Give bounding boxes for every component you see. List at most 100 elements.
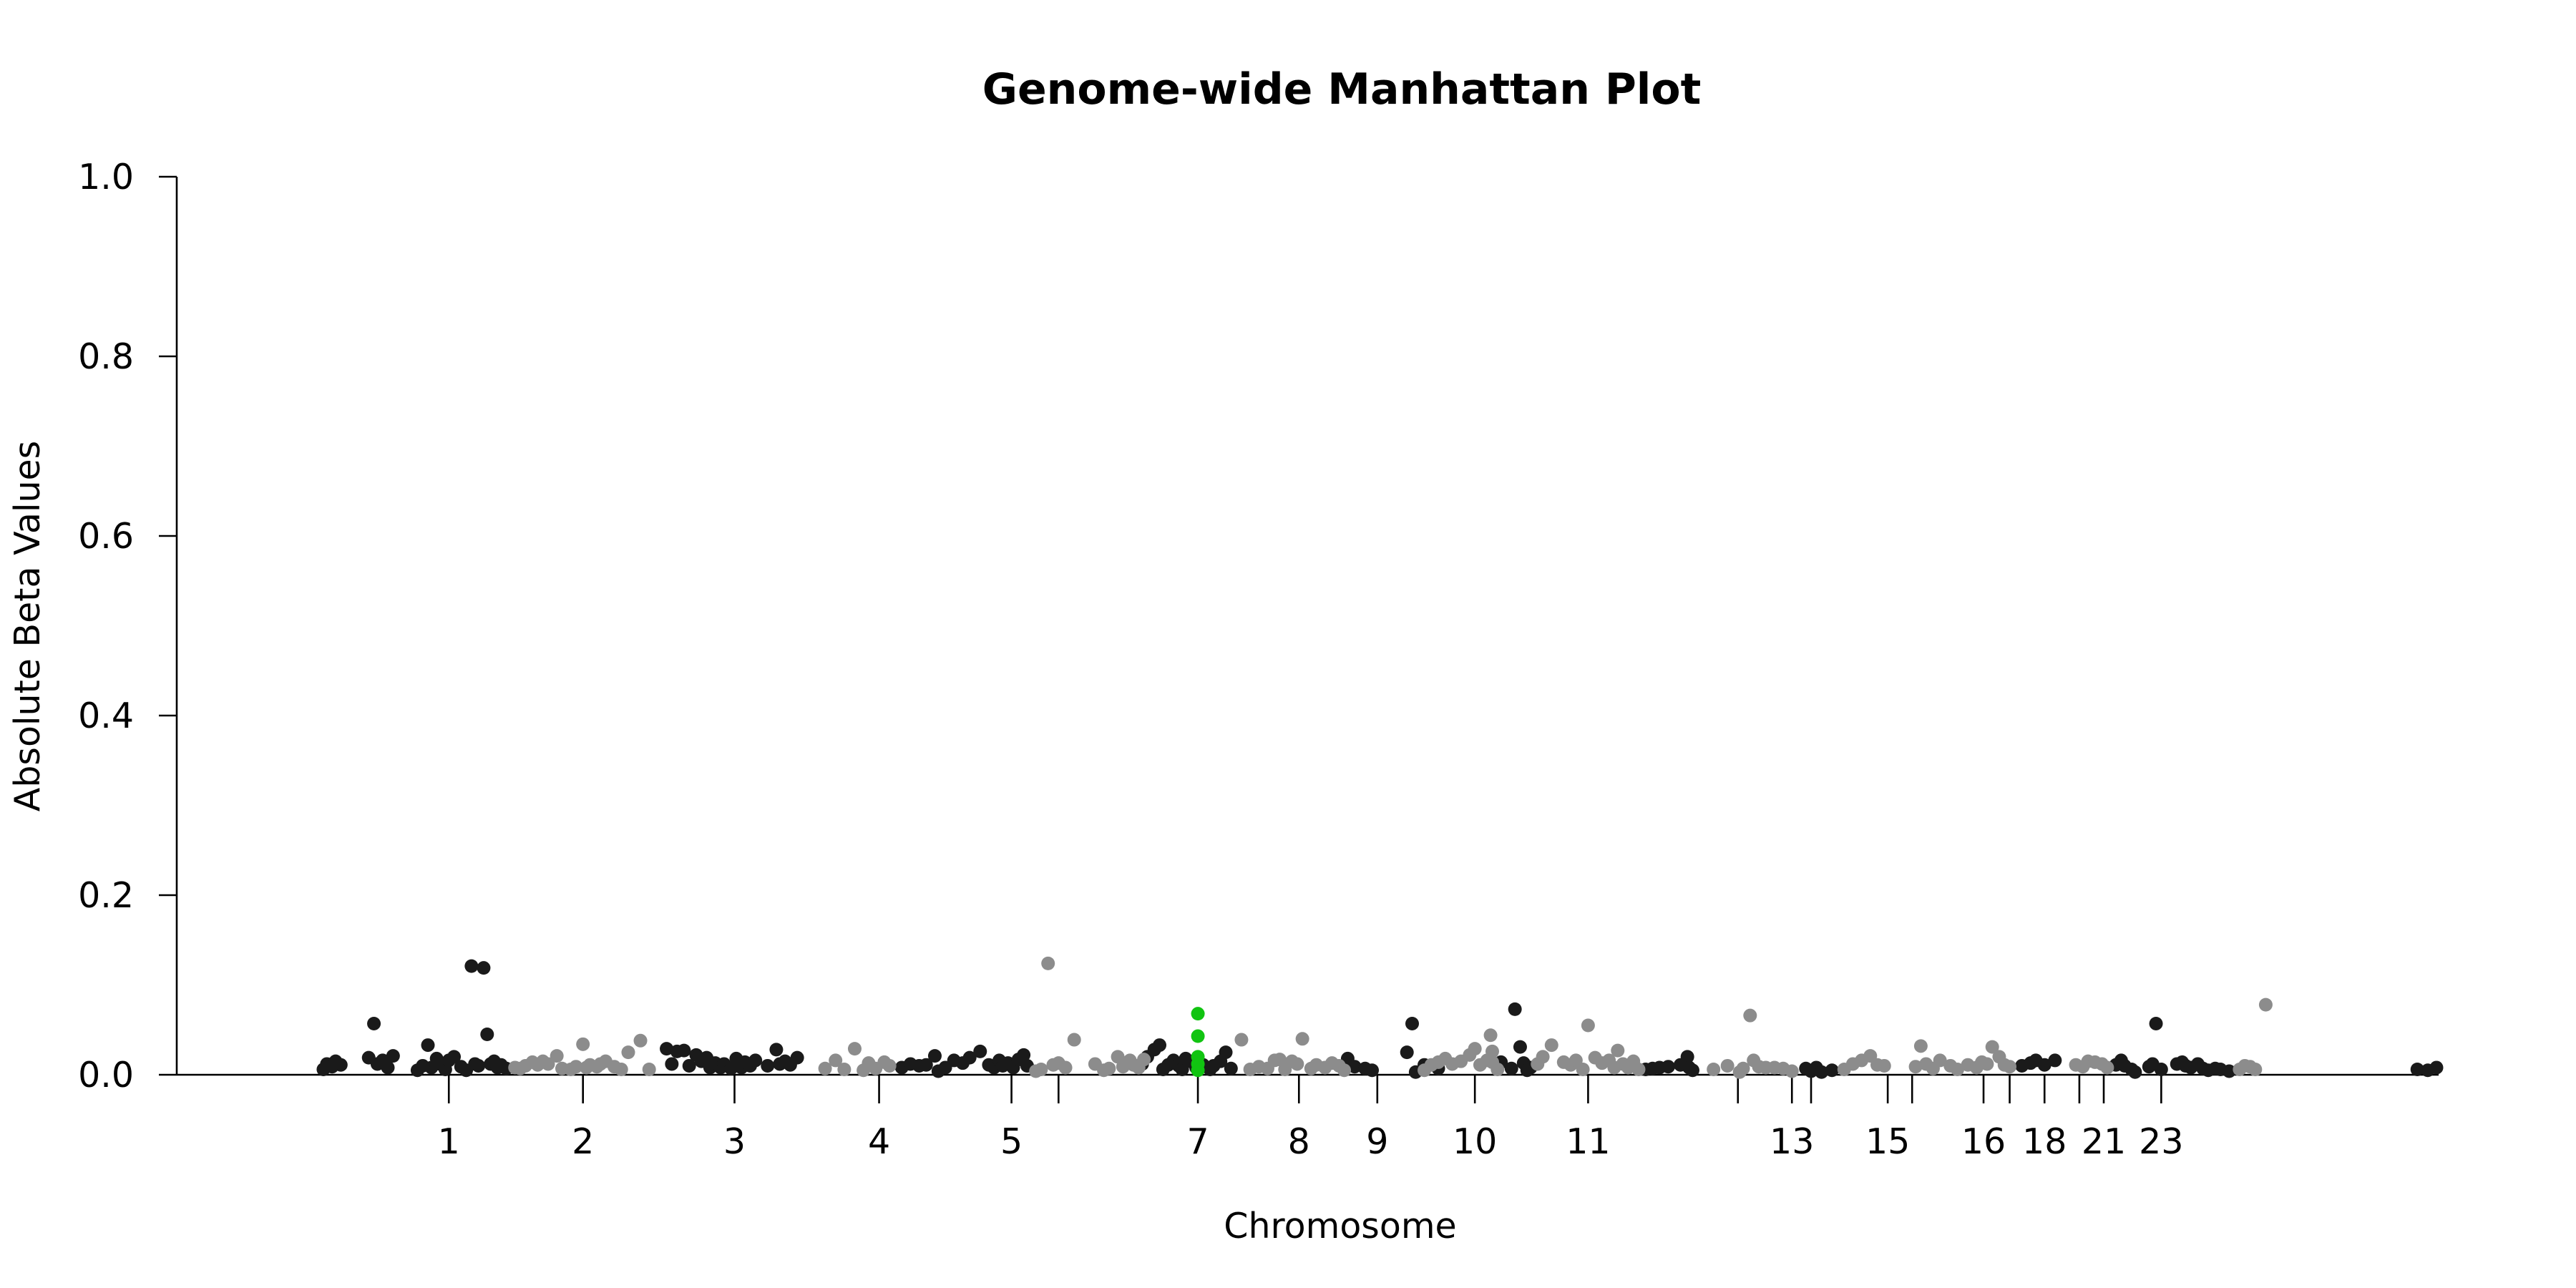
- x-axis: 1 2 3 4 5 7 8 9 10 11 13 15 16 18 21 23: [177, 1073, 2439, 1162]
- data-point: [1720, 1058, 1735, 1073]
- x-tick-label: 10: [1453, 1121, 1497, 1162]
- data-point: [541, 1057, 555, 1071]
- data-point: [1908, 1060, 1923, 1074]
- x-tick-label: 15: [1865, 1121, 1910, 1162]
- y-tick-label: 0.6: [78, 516, 134, 557]
- data-point: [367, 1016, 381, 1030]
- data-point: [621, 1045, 635, 1060]
- data-point: [769, 1043, 784, 1057]
- data-point: [1224, 1061, 1238, 1075]
- data-point: [1337, 1063, 1352, 1078]
- data-point: [1468, 1042, 1482, 1056]
- data-point: [837, 1062, 852, 1076]
- data-point: [1680, 1050, 1694, 1064]
- data-point: [1815, 1065, 1829, 1079]
- data-point: [1707, 1062, 1721, 1076]
- data-point: [1933, 1053, 1947, 1068]
- series-even-chromosomes: [508, 956, 2273, 1079]
- data-point: [1504, 1061, 1518, 1075]
- data-point: [381, 1060, 395, 1075]
- data-point: [472, 1058, 486, 1073]
- data-point: [847, 1042, 862, 1056]
- data-point: [447, 1050, 462, 1064]
- x-tick-label: 21: [2082, 1121, 2126, 1162]
- data-point: [927, 1049, 942, 1063]
- data-point: [761, 1058, 775, 1073]
- x-tick-label: 7: [1186, 1121, 1209, 1162]
- data-point: [2128, 1065, 2142, 1079]
- data-point: [1508, 1002, 1522, 1016]
- data-point: [2222, 1064, 2236, 1078]
- data-point: [1576, 1062, 1590, 1076]
- data-point: [1485, 1044, 1499, 1058]
- y-axis-title: Absolute Beta Values: [7, 441, 48, 811]
- data-point: [386, 1049, 400, 1063]
- data-point: [2258, 997, 2273, 1012]
- data-points: [316, 956, 2444, 1079]
- x-tick-label: 4: [868, 1121, 890, 1162]
- x-tick-label: 2: [572, 1121, 594, 1162]
- y-tick-label: 0.8: [78, 336, 134, 377]
- chart-title: Genome-wide Manhattan Plot: [982, 64, 1702, 114]
- x-tick-label: 11: [1566, 1121, 1610, 1162]
- data-point: [1951, 1062, 1965, 1076]
- x-tick-label: 9: [1366, 1121, 1388, 1162]
- data-point: [333, 1058, 348, 1072]
- data-point: [1985, 1040, 1999, 1054]
- data-point: [1219, 1045, 1233, 1060]
- y-tick-label: 0.0: [78, 1055, 134, 1096]
- data-point: [1191, 1063, 1205, 1078]
- x-tick-label: 18: [2022, 1121, 2067, 1162]
- data-point: [1175, 1062, 1189, 1076]
- data-point: [480, 1028, 494, 1042]
- data-point: [1581, 1018, 1595, 1033]
- data-point: [1017, 1048, 1031, 1062]
- data-point: [1825, 1063, 1839, 1078]
- y-tick-label: 1.0: [78, 157, 134, 197]
- data-point: [1405, 1016, 1420, 1030]
- data-point: [1483, 1028, 1498, 1043]
- data-point: [1041, 956, 1055, 970]
- data-point: [1067, 1033, 1081, 1047]
- data-point: [1661, 1060, 1675, 1074]
- data-point: [614, 1062, 628, 1076]
- data-point: [1980, 1057, 1994, 1071]
- data-point: [569, 1060, 583, 1074]
- data-point: [1536, 1050, 1550, 1064]
- x-tick-label: 13: [1770, 1121, 1814, 1162]
- data-point: [1491, 1062, 1505, 1076]
- data-point: [682, 1058, 696, 1073]
- data-point: [1137, 1053, 1151, 1067]
- data-point: [1611, 1043, 1625, 1058]
- data-point: [660, 1042, 674, 1056]
- x-axis-title: Chromosome: [1224, 1206, 1456, 1246]
- x-tick-label: 23: [2139, 1121, 2183, 1162]
- data-point: [464, 959, 479, 973]
- data-point: [633, 1033, 648, 1048]
- data-point: [1736, 1061, 1750, 1075]
- data-point: [1295, 1032, 1309, 1046]
- data-point: [1290, 1057, 1304, 1071]
- data-point: [550, 1049, 564, 1063]
- data-point: [1034, 1062, 1048, 1076]
- data-point: [1400, 1045, 1414, 1060]
- data-point: [2003, 1060, 2017, 1074]
- data-point: [2048, 1053, 2062, 1068]
- data-point: [677, 1043, 691, 1058]
- series-odd-chromosomes: [316, 959, 2444, 1079]
- data-point: [665, 1057, 679, 1071]
- series-highlight: [1191, 1007, 1205, 1078]
- data-point: [2429, 1060, 2444, 1075]
- data-point: [1153, 1038, 1167, 1053]
- data-point: [1785, 1064, 1799, 1078]
- data-point: [1347, 1060, 1362, 1074]
- data-point: [2100, 1060, 2114, 1075]
- x-tick-label: 5: [1000, 1121, 1023, 1162]
- x-tick-label: 16: [1961, 1121, 2006, 1162]
- data-point: [421, 1038, 435, 1053]
- data-point: [962, 1050, 977, 1065]
- data-point: [1877, 1058, 1891, 1073]
- data-point: [748, 1053, 763, 1068]
